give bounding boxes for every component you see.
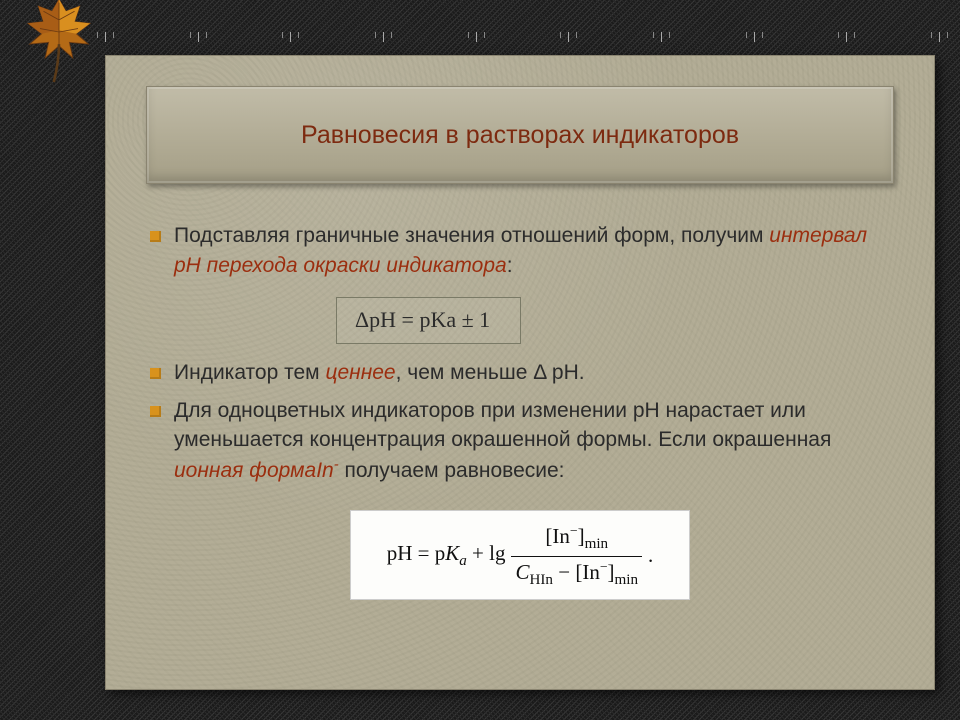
autumn-leaf-icon (14, 0, 104, 89)
b1-text-c: : (507, 254, 513, 277)
b2-emphasis: ценнее (325, 361, 395, 384)
eq-period: . (648, 541, 653, 571)
title-text: Равновесия в растворах индикаторов (301, 121, 739, 150)
bullet-2: Индикатор тем ценнее, чем меньше Δ рН. (146, 358, 894, 388)
b2-text-b: , чем меньше Δ рН. (396, 361, 585, 384)
b2-text-a: Индикатор тем (174, 361, 325, 384)
eq-lhs: pH = pKa + lg (387, 539, 506, 573)
b3-emphasis: ионная форма (174, 459, 316, 482)
slide-title: Равновесия в растворах индикаторов (146, 86, 894, 184)
formula-box: ΔpH = pKa ± 1 (336, 297, 521, 344)
equation-panel: pH = pKa + lg [In−]min CHIn − [In−]min . (350, 510, 690, 600)
slide-body: Подставляя граничные значения отношений … (146, 221, 894, 600)
bullet-3: Для одноцветных индикаторов при изменени… (146, 396, 894, 486)
formula-delta-ph: ΔpH = pKa ± 1 (355, 307, 490, 332)
slide-card: Равновесия в растворах индикаторов Подст… (105, 55, 935, 690)
b1-text-a: Подставляя граничные значения отношений … (174, 224, 769, 247)
b3-text-b: получаем равновесие: (339, 459, 565, 482)
bullet-1: Подставляя граничные значения отношений … (146, 221, 894, 281)
b3-emphasis-in: In- (316, 459, 338, 482)
b3-text-a: Для одноцветных индикаторов при изменени… (174, 399, 831, 452)
eq-fraction: [In−]min CHIn − [In−]min (511, 523, 642, 589)
